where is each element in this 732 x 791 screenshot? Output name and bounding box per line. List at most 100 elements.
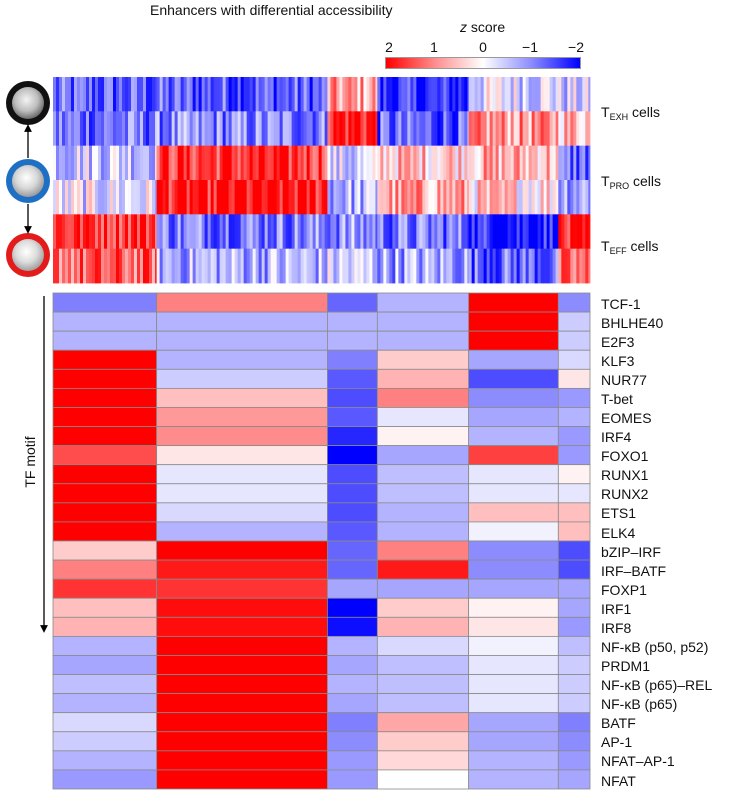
- heatmap-stripe: [53, 77, 57, 112]
- heatmap-stripe: [342, 111, 346, 147]
- heatmap-stripe: [177, 180, 182, 215]
- heatmap-stripe: [282, 145, 287, 181]
- heatmap-stripe: [519, 180, 524, 215]
- heatmap-stripe: [519, 214, 524, 250]
- heatmap-stripe: [83, 111, 87, 147]
- heatmap-cell: [327, 330, 378, 351]
- heatmap-stripe: [216, 180, 221, 215]
- heatmap-stripe: [504, 214, 509, 250]
- heatmap-stripe: [177, 111, 182, 147]
- heatmap-stripe: [458, 214, 462, 250]
- heatmap-stripe: [134, 214, 138, 250]
- heatmap-stripe: [419, 214, 423, 250]
- heatmap-stripe: [389, 214, 393, 250]
- heatmap-stripe: [86, 145, 90, 181]
- heatmap-stripe: [207, 214, 212, 250]
- heatmap-stripe: [165, 111, 170, 147]
- heatmap-stripe: [189, 180, 194, 215]
- heatmap-stripe: [140, 214, 144, 250]
- heatmap-stripe: [165, 214, 170, 250]
- heatmap-stripe: [401, 180, 405, 215]
- heatmap-stripe: [300, 214, 305, 250]
- heatmap-stripe: [162, 214, 167, 250]
- heatmap-stripe: [104, 111, 108, 147]
- heatmap-stripe: [273, 180, 278, 215]
- heatmap-cell: [468, 407, 559, 427]
- heatmap-stripe: [513, 111, 518, 147]
- heatmap-stripe: [98, 214, 102, 250]
- heatmap-stripe: [140, 145, 144, 181]
- heatmap-stripe: [360, 180, 364, 215]
- heatmap-stripe: [461, 145, 465, 181]
- heatmap-stripe: [146, 180, 150, 215]
- heatmap-stripe: [288, 77, 293, 112]
- heatmap-stripe: [321, 77, 326, 112]
- heatmap-stripe: [483, 214, 488, 250]
- heatmap-stripe: [152, 77, 156, 112]
- heatmap-stripe: [249, 145, 254, 181]
- heatmap-stripe: [125, 248, 129, 284]
- tf-row-label: RUNX2: [601, 486, 649, 503]
- heatmap-stripe: [582, 111, 586, 147]
- heatmap-stripe: [477, 248, 482, 284]
- heatmap-stripe: [576, 111, 580, 147]
- heatmap-stripe: [425, 214, 429, 250]
- heatmap-stripe: [486, 77, 491, 112]
- heatmap-cell: [327, 712, 378, 733]
- tf-row-label: EOMES: [601, 410, 652, 426]
- heatmap-stripe: [201, 248, 206, 284]
- heatmap-stripe: [360, 248, 364, 284]
- heatmap-cell: [376, 407, 470, 427]
- heatmap-cell: [52, 426, 158, 447]
- heatmap-stripe: [264, 145, 269, 181]
- heatmap-stripe: [543, 111, 548, 147]
- heatmap-stripe: [357, 180, 361, 215]
- heatmap-stripe: [395, 111, 399, 147]
- heatmap-stripe: [285, 214, 290, 250]
- heatmap-stripe: [56, 111, 60, 147]
- heatmap-cell: [156, 769, 328, 790]
- heatmap-stripe: [198, 111, 203, 147]
- heatmap-stripe: [74, 145, 78, 181]
- heatmap-stripe: [522, 248, 527, 284]
- heatmap-cell: [52, 445, 158, 466]
- heatmap-cell: [468, 349, 559, 370]
- heatmap-stripe: [555, 111, 559, 147]
- heatmap-cell: [557, 311, 591, 332]
- heatmap-stripe: [56, 248, 60, 284]
- heatmap-stripe: [74, 77, 78, 112]
- heatmap-stripe: [588, 180, 591, 215]
- heatmap-stripe: [336, 180, 340, 215]
- heatmap-stripe: [573, 180, 577, 215]
- heatmap-stripe: [285, 145, 290, 181]
- heatmap-stripe: [92, 180, 96, 215]
- heatmap-stripe: [428, 180, 432, 215]
- heatmap-stripe: [483, 77, 488, 112]
- heatmap-stripe: [501, 214, 506, 250]
- heatmap-stripe: [204, 111, 209, 147]
- heatmap-stripe: [168, 248, 173, 284]
- heatmap-stripe: [86, 180, 90, 215]
- heatmap-stripe: [297, 111, 302, 147]
- heatmap-stripe: [276, 77, 281, 112]
- heatmap-stripe: [455, 77, 459, 112]
- heatmap-stripe: [351, 145, 355, 181]
- heatmap-stripe: [579, 180, 583, 215]
- heatmap-stripe: [264, 180, 269, 215]
- heatmap-cell: [468, 559, 559, 580]
- heatmap-stripe: [573, 248, 577, 284]
- heatmap-cell: [156, 597, 328, 618]
- heatmap-stripe: [159, 111, 164, 147]
- heatmap-stripe: [219, 180, 224, 215]
- heatmap-cell: [327, 616, 378, 637]
- heatmap-stripe: [561, 145, 565, 181]
- heatmap-cell: [468, 655, 559, 675]
- heatmap-stripe: [573, 111, 577, 147]
- heatmap-stripe: [309, 77, 314, 112]
- heatmap-stripe: [300, 145, 305, 181]
- heatmap-stripe: [567, 145, 571, 181]
- heatmap-stripe: [225, 248, 230, 284]
- heatmap-stripe: [458, 180, 462, 215]
- heatmap-stripe: [410, 180, 414, 215]
- heatmap-stripe: [389, 145, 393, 181]
